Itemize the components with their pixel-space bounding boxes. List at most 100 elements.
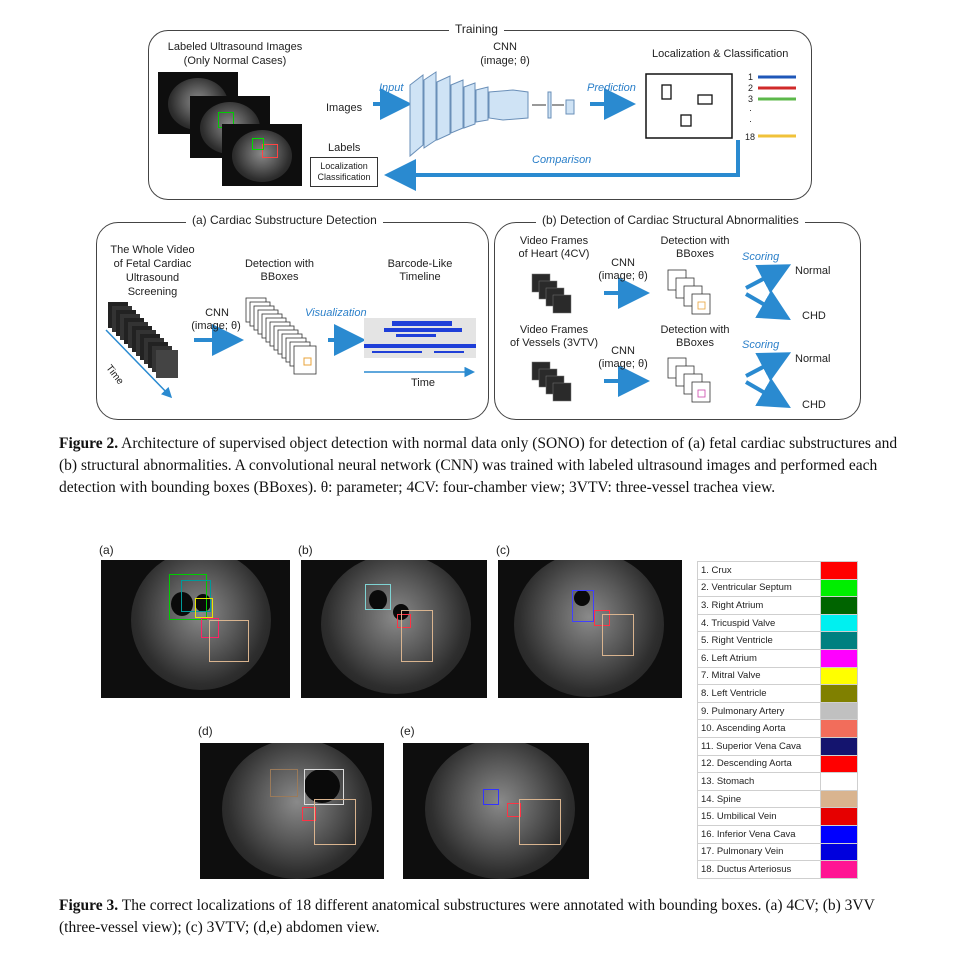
legend-row: 15. Umbilical Vein <box>697 807 858 826</box>
legend-row: 8. Left Ventricle <box>697 684 858 703</box>
cnn-param-a: (image; θ) <box>191 320 241 332</box>
frames-4cv-label-2: of Heart (4CV) <box>518 248 590 260</box>
legend-row: 14. Spine <box>697 789 858 809</box>
figure-2-caption-label: Figure 2. <box>59 435 119 452</box>
legend-swatch <box>820 860 858 879</box>
legend-row: 4. Tricuspid Valve <box>697 613 858 633</box>
labels-box-classification: Classification <box>317 172 371 182</box>
video-frame-stack <box>108 302 178 378</box>
legend-swatch <box>820 561 858 580</box>
prediction-label: Prediction <box>587 82 636 94</box>
legend-label: 14. Spine <box>697 789 821 809</box>
legend-row: 9. Pulmonary Artery <box>697 701 858 721</box>
legend-label: 15. Umbilical Vein <box>697 807 821 826</box>
legend-row: 16. Inferior Vena Cava <box>697 824 858 844</box>
frames-3vtv-stack <box>531 361 572 402</box>
labels-box-localization: Localization <box>320 161 368 171</box>
legend-swatch <box>820 701 858 721</box>
detection-label-3vtv-2: BBoxes <box>676 337 714 349</box>
legend-row: 10. Ascending Aorta <box>697 719 858 738</box>
frames-4cv-stack <box>531 273 572 314</box>
detection-label-a-1: Detection with <box>244 258 315 270</box>
panel-b-title: (b) Detection of Cardiac Structural Abno… <box>536 213 805 227</box>
panel-a-svg <box>105 297 476 399</box>
legend-label: 3. Right Atrium <box>697 596 821 615</box>
legend-label: 6. Left Atrium <box>697 648 821 668</box>
training-title: Training <box>449 22 504 36</box>
labeled-images-label: Labeled Ultrasound Images <box>167 41 303 53</box>
figure-3-caption-text: The correct localizations of 18 differen… <box>59 897 875 936</box>
legend-row: 3. Right Atrium <box>697 596 858 615</box>
cnn-label: CNN <box>493 41 517 53</box>
labels-label: Labels <box>328 142 361 154</box>
normal-label-3vtv: Normal <box>795 353 831 365</box>
scoring-label-4cv: Scoring <box>742 251 780 263</box>
substructure-legend: 1. Crux 2. Ventricular Septum 3. Right Atr… <box>697 561 858 879</box>
legend-swatch <box>820 807 858 826</box>
training-image-3 <box>222 124 302 186</box>
legend-swatch <box>820 789 858 809</box>
legend-row: 11. Superior Vena Cava <box>697 736 858 756</box>
ultrasound-e <box>403 743 589 879</box>
chd-label-4cv: CHD <box>802 310 826 322</box>
frames-4cv-label-1: Video Frames <box>519 235 589 247</box>
legend-row: 6. Left Atrium <box>697 648 858 668</box>
video-label-2: of Fetal Cardiac <box>113 258 192 270</box>
comparison-arrow <box>384 140 740 191</box>
sublabel-d: (d) <box>198 724 213 738</box>
detection-label-4cv-1: Detection with <box>660 235 730 247</box>
detection-label-a-2: BBoxes <box>260 271 299 283</box>
legend-swatch <box>820 824 858 844</box>
legend-swatch <box>820 719 858 738</box>
legend-row: 7. Mitral Valve <box>697 666 858 686</box>
sublabel-c: (c) <box>496 543 510 557</box>
scoring-chd-arrow-4cv <box>744 290 791 321</box>
cnn-label-4cv: CNN <box>611 257 635 269</box>
ultrasound-a <box>101 560 290 698</box>
legend-row: 18. Ductus Arteriosus <box>697 860 858 879</box>
detections-3vtv <box>667 357 711 403</box>
legend-swatch <box>820 613 858 633</box>
sublabel-e: (e) <box>400 724 415 738</box>
training-diagram-svg <box>373 71 796 191</box>
barcode-timeline <box>364 318 476 358</box>
video-label-1: The Whole Video <box>110 244 195 256</box>
cnn-param-3vtv: (image; θ) <box>598 358 648 370</box>
class-dot-2: · <box>749 116 752 126</box>
legend-label: 4. Tricuspid Valve <box>697 613 821 633</box>
detection-label-3vtv-1: Detection with <box>660 324 730 336</box>
legend-label: 17. Pulmonary Vein <box>697 842 821 862</box>
legend-label: 1. Crux <box>697 561 821 580</box>
class-num-3: 3 <box>748 94 754 104</box>
figure-3-caption: Figure 3. The correct localizations of 1… <box>59 895 905 939</box>
cnn-param-4cv: (image; θ) <box>598 270 648 282</box>
normal-label-4cv: Normal <box>795 265 831 277</box>
frames-3vtv-label-1: Video Frames <box>519 324 589 336</box>
video-label-4: Screening <box>127 286 178 298</box>
class-dot-1: · <box>749 105 752 115</box>
sublabel-b: (b) <box>298 543 313 557</box>
legend-swatch <box>820 648 858 668</box>
cnn-param: (image; θ) <box>480 55 530 67</box>
legend-label: 13. Stomach <box>697 772 821 791</box>
class-num-18: 18 <box>745 132 756 142</box>
images-label: Images <box>326 102 363 114</box>
legend-swatch <box>820 631 858 650</box>
visualization-label: Visualization <box>305 307 367 319</box>
labels-box: Localization Classification <box>310 157 378 187</box>
panel-a-title: (a) Cardiac Substructure Detection <box>186 213 383 227</box>
time-label: Time <box>411 377 436 389</box>
legend-row: 2. Ventricular Septum <box>697 578 858 598</box>
legend-swatch <box>820 666 858 686</box>
scoring-label-3vtv: Scoring <box>742 339 780 351</box>
cnn-layers <box>409 71 529 158</box>
legend-label: 11. Superior Vena Cava <box>697 736 821 756</box>
legend-swatch <box>820 684 858 703</box>
scoring-chd-arrow-3vtv <box>744 378 791 409</box>
legend-row: 12. Descending Aorta <box>697 754 858 774</box>
cnn-label-a: CNN <box>205 307 229 319</box>
legend-swatch <box>820 596 858 615</box>
legend-swatch <box>820 578 858 598</box>
legend-swatch <box>820 842 858 862</box>
sublabel-a: (a) <box>99 543 114 557</box>
